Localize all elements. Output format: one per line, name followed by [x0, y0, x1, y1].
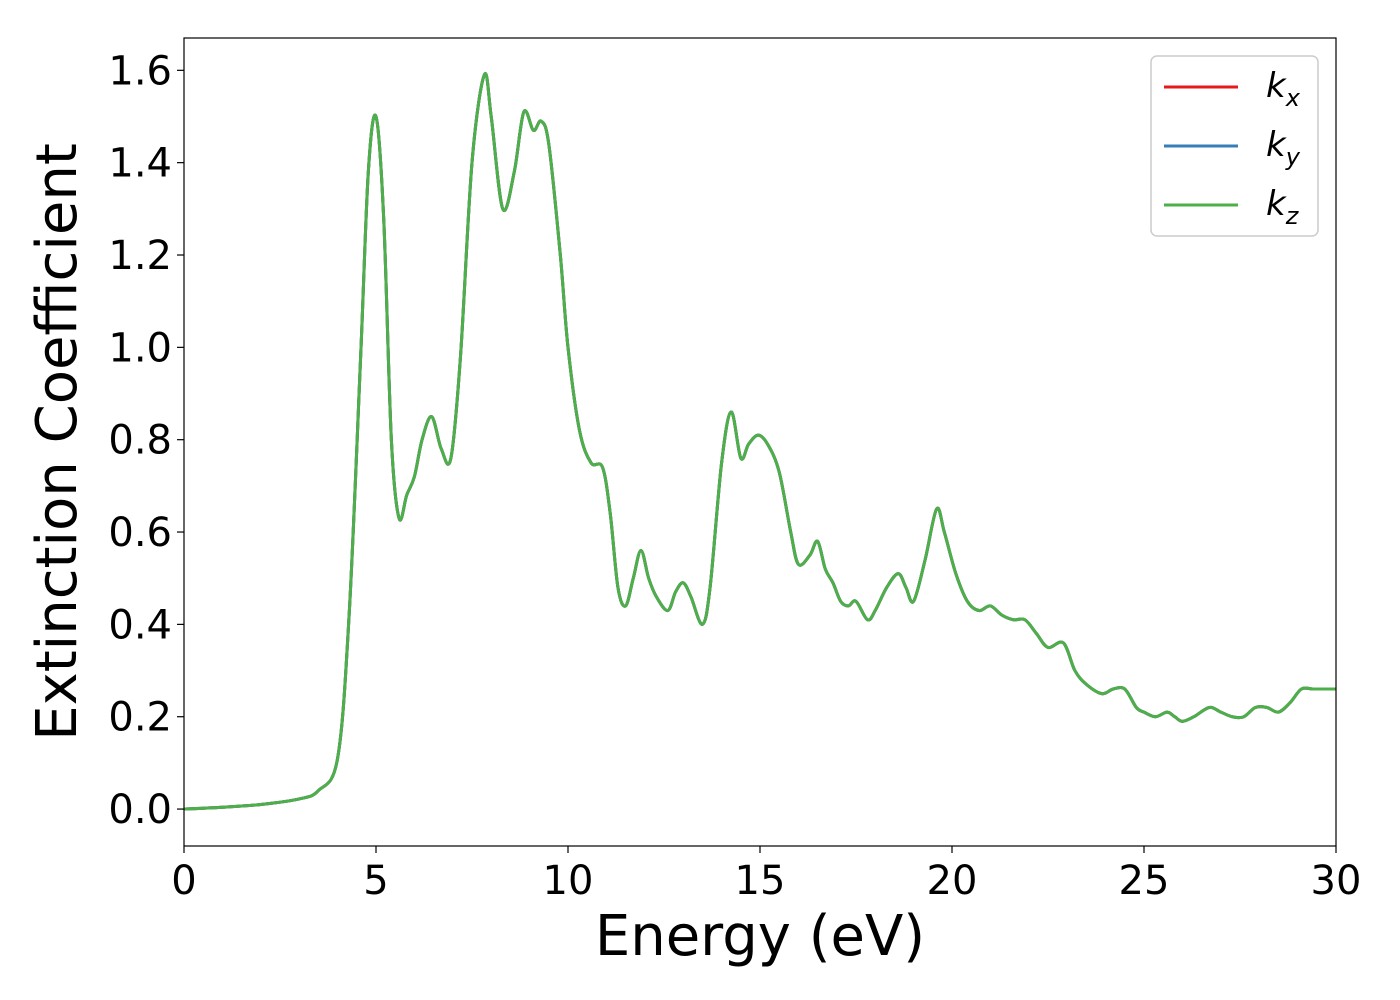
- y-tick-label: 1.0: [108, 325, 172, 371]
- plot-frame: [183, 37, 1337, 847]
- y-tick-label: 0.0: [108, 787, 172, 833]
- x-tick-label: 20: [927, 858, 978, 904]
- y-axis-ticks: 0.0 0.2 0.4 0.6 0.8 1.0 1.2 1.4 1.6: [108, 48, 184, 833]
- legend-entries: kx ky kz: [1164, 66, 1301, 230]
- legend-label-ky: ky: [1266, 125, 1301, 171]
- y-tick-label: 0.8: [108, 418, 172, 464]
- x-tick-label: 5: [363, 858, 388, 904]
- y-tick-label: 0.2: [108, 695, 172, 741]
- y-tick-label: 1.2: [108, 233, 172, 279]
- x-tick-label: 10: [543, 858, 594, 904]
- legend-label-kx: kx: [1266, 66, 1301, 112]
- legend: kx ky kz: [1150, 55, 1319, 237]
- y-tick-label: 1.6: [108, 48, 172, 94]
- series-layer: [183, 72, 1336, 811]
- legend-label-kz: kz: [1266, 184, 1300, 230]
- x-tick-label: 15: [735, 858, 786, 904]
- series-line-kz: [183, 72, 1336, 811]
- x-tick-label: 0: [171, 858, 196, 904]
- x-tick-label: 30: [1311, 858, 1362, 904]
- y-tick-label: 0.4: [108, 602, 172, 648]
- x-tick-label: 25: [1119, 858, 1170, 904]
- y-tick-label: 1.4: [108, 141, 172, 187]
- x-axis-title: Energy (eV): [595, 904, 925, 969]
- x-axis-ticks: 0 5 10 15 20 25 30: [171, 846, 1361, 904]
- y-axis-title: Extinction Coefficient: [25, 143, 90, 741]
- y-tick-label: 0.6: [108, 510, 172, 556]
